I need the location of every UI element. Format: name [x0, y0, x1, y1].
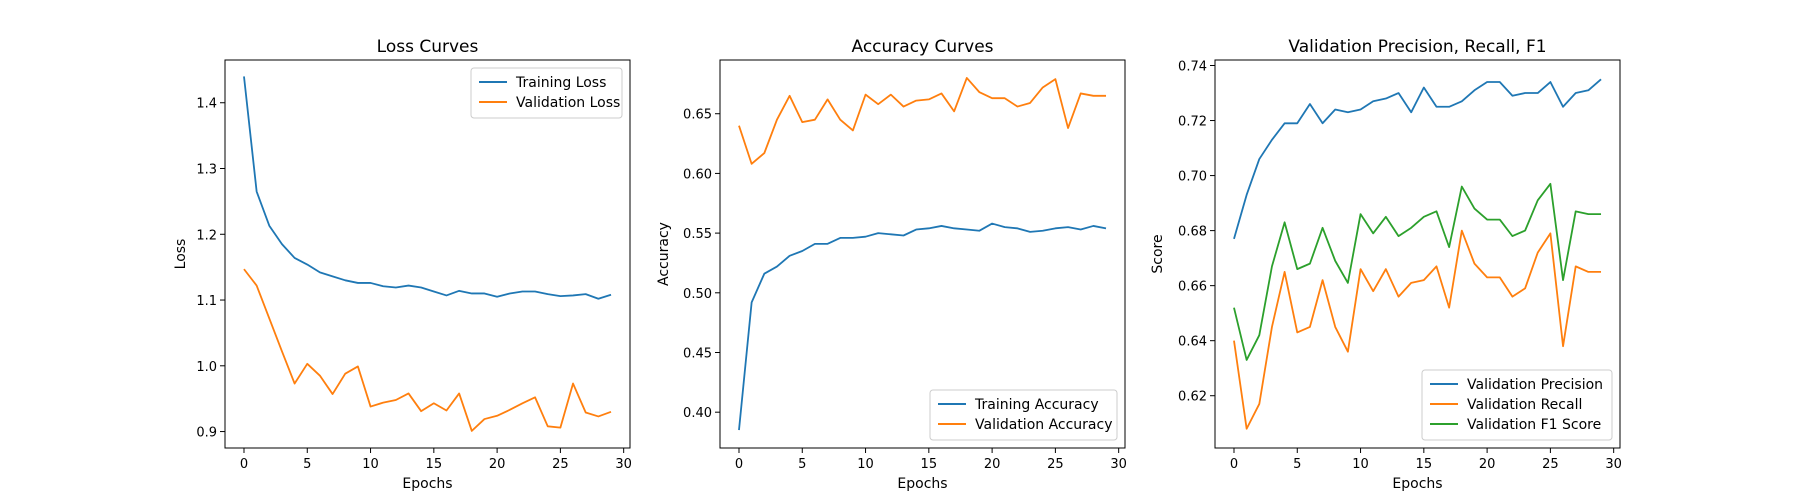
series-line-training-accuracy	[738, 222, 1107, 431]
y-tick-label: 0.55	[683, 227, 712, 242]
series-line-validation-recall	[1233, 229, 1602, 430]
y-axis-label: Loss	[173, 239, 189, 270]
plot-frame	[224, 59, 631, 449]
x-tick-label: 10	[857, 457, 874, 472]
x-tick-label: 0	[1230, 457, 1238, 472]
y-tick-label: 0.66	[1178, 280, 1207, 295]
y-tick-label: 0.64	[1178, 335, 1207, 350]
x-tick-label: 30	[615, 457, 632, 472]
x-tick-label: 20	[1479, 457, 1496, 472]
x-tick-label: 15	[1416, 457, 1433, 472]
legend-entry: Validation Precision	[1467, 377, 1603, 393]
x-tick-label: 5	[798, 457, 806, 472]
series-line-validation-accuracy	[738, 77, 1107, 165]
legend-entry: Training Loss	[515, 75, 606, 91]
x-tick-label: 20	[984, 457, 1001, 472]
x-tick-label: 10	[362, 457, 379, 472]
x-tick-label: 5	[303, 457, 311, 472]
y-tick-label: 1.3	[196, 163, 217, 178]
y-tick-label: 0.9	[196, 426, 217, 441]
chart-2: Accuracy Curves 0 5 10 15 20 25 30 0.40 0.45 0.50 0…	[656, 37, 1127, 492]
y-tick-label: 0.50	[683, 287, 712, 302]
y-tick-label: 0.74	[1178, 60, 1207, 75]
x-tick-label: 15	[426, 457, 443, 472]
x-tick-label: 15	[921, 457, 938, 472]
y-axis-label: Score	[1150, 234, 1166, 273]
x-tick-label: 0	[735, 457, 743, 472]
legend-entry: Validation Loss	[516, 95, 620, 111]
x-tick-label: 30	[1605, 457, 1622, 472]
x-tick-label: 5	[1293, 457, 1301, 472]
legend: Training Accuracy Validation Accuracy	[929, 389, 1118, 441]
x-tick-label: 10	[1352, 457, 1369, 472]
y-tick-label: 0.40	[683, 406, 712, 421]
y-tick-label: 0.70	[1178, 170, 1207, 185]
y-tick-label: 0.60	[683, 167, 712, 182]
legend-entry: Training Accuracy	[974, 397, 1099, 413]
y-tick-label: 0.72	[1178, 115, 1207, 130]
series-line-validation-precision	[1233, 78, 1602, 240]
chart-title: Loss Curves	[377, 37, 479, 57]
x-tick-label: 20	[489, 457, 506, 472]
x-tick-label: 25	[1542, 457, 1559, 472]
y-tick-label: 0.68	[1178, 225, 1207, 240]
legend-entry: Validation Accuracy	[975, 417, 1113, 433]
x-axis-label: Epochs	[1392, 476, 1442, 492]
x-tick-label: 25	[552, 457, 569, 472]
legend: Validation Precision Validation Recall Val…	[1421, 369, 1613, 441]
y-tick-label: 1.0	[196, 360, 217, 375]
series-line-validation-f1-score	[1233, 182, 1602, 361]
chart-1: Loss Curves 0 5 10 15 20 25 30 0.9 1.0 1.1 1.2 1.3 1.…	[173, 37, 632, 492]
y-tick-label: 0.65	[683, 108, 712, 123]
x-tick-label: 0	[240, 457, 248, 472]
series-line-validation-loss	[243, 268, 612, 432]
y-tick-label: 1.2	[196, 228, 217, 243]
legend-entry: Validation F1 Score	[1467, 417, 1601, 433]
legend-box	[1421, 369, 1613, 441]
plot-frame	[719, 59, 1126, 449]
y-axis-label: Accuracy	[656, 222, 672, 286]
y-tick-label: 0.62	[1178, 390, 1207, 405]
chart-title: Accuracy Curves	[851, 37, 993, 57]
chart-3: Validation Precision, Recall, F1 0 5 10 15 20…	[1150, 37, 1622, 492]
plot-frame	[1214, 59, 1621, 449]
y-tick-label: 1.1	[196, 294, 217, 309]
series-line-training-loss	[243, 76, 612, 300]
legend-entry: Validation Recall	[1467, 397, 1582, 413]
legend-box	[470, 67, 623, 119]
y-tick-label: 0.45	[683, 346, 712, 361]
legend: Training Loss Validation Loss	[470, 67, 623, 119]
legend-box	[929, 389, 1118, 441]
x-tick-label: 25	[1047, 457, 1064, 472]
y-tick-label: 1.4	[196, 97, 217, 112]
chart-title: Validation Precision, Recall, F1	[1288, 37, 1546, 57]
x-tick-label: 30	[1110, 457, 1127, 472]
x-axis-label: Epochs	[402, 476, 452, 492]
x-axis-label: Epochs	[897, 476, 947, 492]
